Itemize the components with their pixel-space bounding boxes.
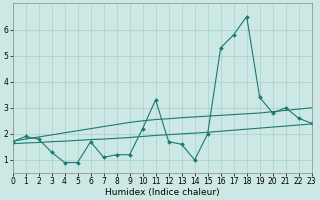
X-axis label: Humidex (Indice chaleur): Humidex (Indice chaleur) <box>105 188 220 197</box>
